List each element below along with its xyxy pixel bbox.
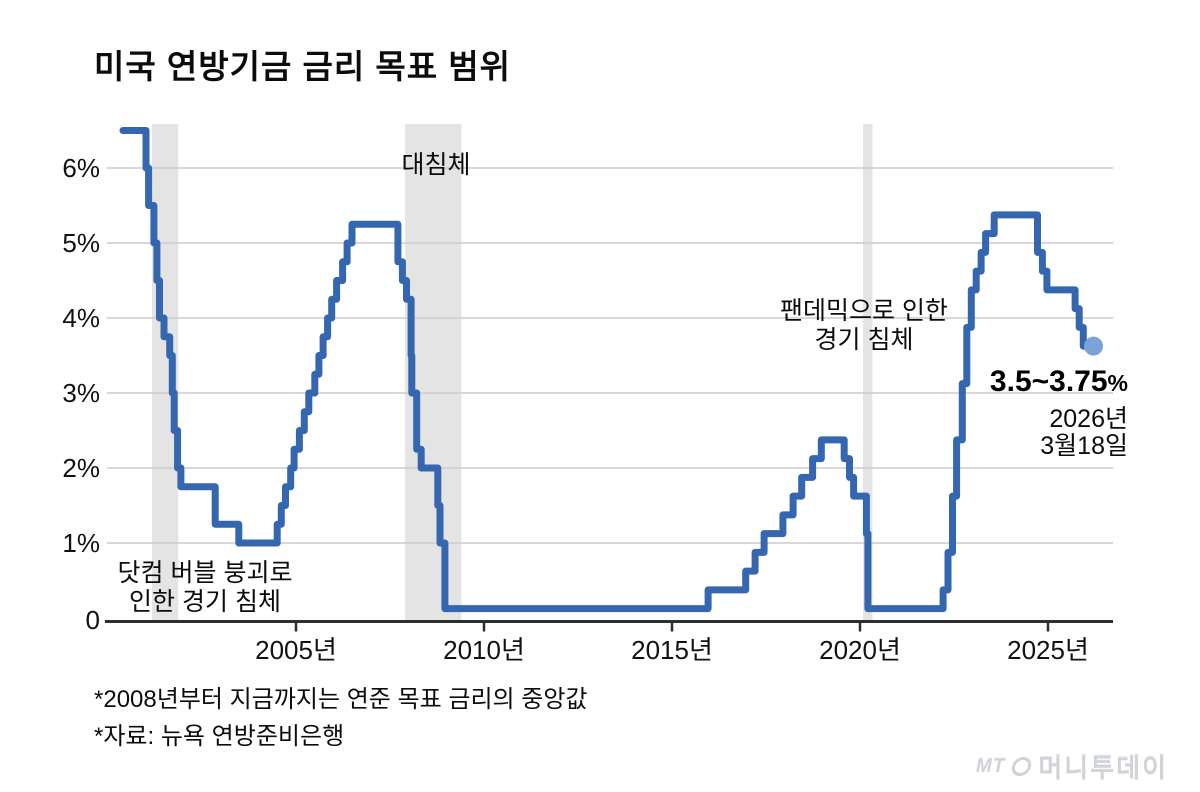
y-axis-tick-label: 0 — [85, 604, 100, 635]
y-axis-tick-label: 6% — [62, 153, 100, 183]
footnote-source: *자료: 뉴욕 연방준비은행 — [94, 723, 345, 750]
latest-rate-unit: % — [1107, 370, 1128, 396]
y-axis-tick-label: 5% — [62, 228, 100, 258]
footnote-methodology: *2008년부터 지금까지는 연준 목표 금리의 중앙값 — [94, 686, 588, 713]
latest-value-dot — [1083, 336, 1103, 356]
page-title: 미국 연방기금 금리 목표 범위 — [94, 48, 511, 85]
annotation-pandemic-line2: 경기 침체 — [814, 326, 914, 354]
latest-rate-date-year: 2026년 — [1049, 405, 1128, 433]
latest-rate-date: 2026년 3월18일 — [990, 406, 1128, 460]
x-axis-tick-label: 2010년 — [443, 635, 525, 665]
annotation-dotcom-line2: 인한 경기 침체 — [129, 588, 281, 616]
recession-band — [863, 124, 873, 622]
x-axis-tick-label: 2020년 — [819, 635, 901, 665]
moneytoday-logo-circle-icon — [1010, 757, 1034, 776]
x-axis-tick-label: 2015년 — [631, 635, 713, 665]
latest-rate-value: 3.5~3.75% — [990, 366, 1128, 399]
x-axis-tick-label: 2005년 — [255, 635, 337, 665]
y-axis-tick-label: 4% — [62, 303, 100, 333]
annotation-great-recession-text: 대침체 — [401, 151, 471, 179]
annotation-pandemic-line1: 팬데믹으로 인한 — [780, 297, 948, 325]
annotation-dotcom-recession: 닷컴 버블 붕괴로 인한 경기 침체 — [83, 559, 327, 617]
y-axis-tick-label: 3% — [62, 378, 100, 408]
moneytoday-logo: MT 머니투데이 — [976, 748, 1168, 785]
moneytoday-logo-mt: MT — [975, 755, 1006, 777]
rate-line — [119, 127, 1097, 613]
moneytoday-logo-wordmark: 머니투데이 — [1038, 753, 1168, 783]
annotation-great-recession: 대침체 — [376, 151, 496, 180]
annotation-dotcom-line1: 닷컴 버블 붕괴로 — [117, 559, 293, 587]
x-axis-tick-label: 2025년 — [1007, 635, 1089, 665]
y-axis-tick-label: 1% — [62, 528, 100, 558]
y-axis-tick-label: 2% — [62, 453, 100, 483]
latest-rate-date-day: 3월18일 — [1040, 432, 1128, 460]
annotation-latest-rate: 3.5~3.75% 2026년 3월18일 — [990, 366, 1128, 460]
annotation-pandemic-recession: 팬데믹으로 인한 경기 침체 — [754, 297, 974, 355]
latest-rate-number: 3.5~3.75 — [989, 365, 1108, 398]
